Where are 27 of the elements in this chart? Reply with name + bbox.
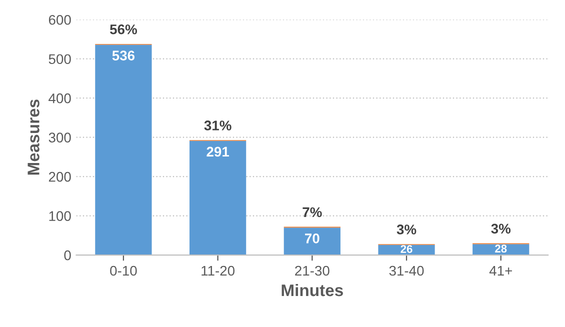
y-tick-label: 500: [48, 54, 71, 64]
y-tick-label: 300: [48, 132, 71, 143]
data-label: 28: [495, 244, 507, 253]
data-label: 536: [112, 50, 135, 61]
annotation: 3%: [491, 224, 511, 234]
bar: [95, 44, 152, 256]
y-tick-label: 600: [48, 14, 71, 25]
y-tick-label: 400: [48, 93, 71, 104]
y-tick-label: 0: [64, 250, 71, 260]
x-tick-label: 41+: [489, 266, 512, 276]
x-tick-label: 0-10: [110, 266, 137, 276]
y-axis-title: Measures: [28, 100, 40, 175]
y-tick-label: 200: [48, 172, 71, 182]
y-tick-label: 100: [49, 211, 71, 221]
data-label: 70: [305, 234, 320, 244]
bar: [190, 140, 246, 256]
annotation: 3%: [396, 224, 416, 234]
data-label: 291: [206, 146, 230, 157]
x-tick-label: 31-40: [389, 266, 424, 276]
annotation: 31%: [204, 120, 232, 130]
annotation: 56%: [110, 24, 137, 34]
x-axis-title: Minutes: [282, 284, 343, 296]
x-tick-label: 11-20: [202, 266, 235, 276]
data-label: 26: [400, 245, 412, 253]
annotation: 7%: [302, 207, 322, 218]
bar: [284, 228, 340, 256]
x-tick-label: 21-30: [295, 266, 330, 276]
